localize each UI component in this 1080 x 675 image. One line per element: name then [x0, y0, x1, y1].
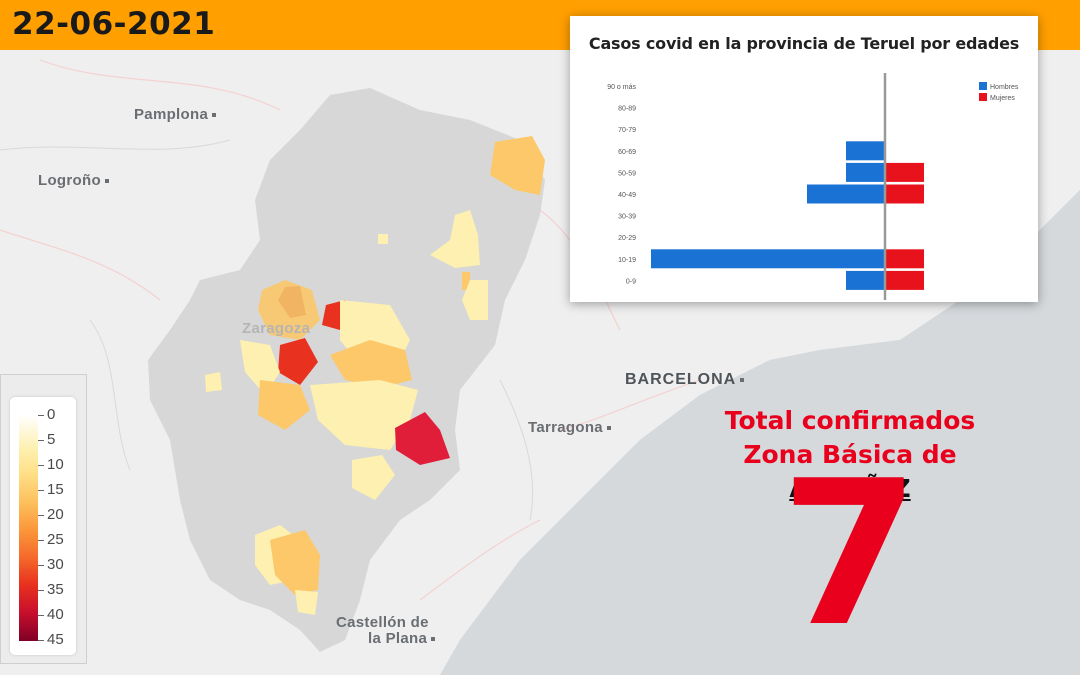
- chart-title: Casos covid en la provincia de Teruel po…: [588, 34, 1020, 53]
- zone-prefix: Zona Básica de: [743, 440, 957, 469]
- sea-area: [440, 190, 1080, 675]
- y-tick-label: 0-9: [626, 278, 636, 285]
- bar-mujeres: [885, 249, 924, 269]
- legend-label-mujeres: Mujeres: [990, 95, 1015, 102]
- legend-label: 20: [47, 506, 64, 523]
- bar-mujeres: [885, 162, 924, 182]
- legend-label: 45: [47, 631, 64, 648]
- zone-small-2[interactable]: [205, 372, 222, 392]
- city-label-pamplona: Pamplona: [134, 106, 217, 123]
- zone-west-2[interactable]: [258, 380, 310, 430]
- legend-label: 35: [47, 581, 64, 598]
- total-heading: Total confirmados Zona Básica de ALCAÑIZ: [690, 404, 1010, 506]
- legend-tick: [38, 465, 44, 466]
- city-label-castellon-2: la Plana: [368, 630, 436, 647]
- city-label-barcelona: BARCELONA: [625, 371, 745, 389]
- y-tick-label: 30-39: [618, 214, 636, 221]
- y-tick-label: 50-59: [618, 170, 636, 177]
- zone-south-1[interactable]: [352, 455, 395, 500]
- legend-label: 30: [47, 556, 64, 573]
- total-value: 7: [780, 438, 920, 671]
- bar-hombres: [846, 162, 885, 182]
- legend-tick: [38, 515, 44, 516]
- legend-label: 0: [47, 406, 56, 423]
- y-tick-label: 60-69: [618, 149, 636, 156]
- bar-hombres: [807, 184, 885, 204]
- date-label: 22-06-2021: [12, 6, 216, 42]
- y-tick-label: 10-19: [618, 257, 636, 264]
- zone-zgz-red1[interactable]: [322, 300, 345, 330]
- y-tick-label: 20-29: [618, 235, 636, 242]
- city-label-logrono: Logroño: [38, 172, 109, 189]
- legend-tick: [38, 440, 44, 441]
- legend-label: 10: [47, 456, 64, 473]
- zone-ne[interactable]: [490, 136, 545, 195]
- total-line1: Total confirmados: [724, 406, 976, 435]
- y-tick-label: 80-89: [618, 106, 636, 113]
- legend-tick: [38, 540, 44, 541]
- bar-hombres: [846, 141, 885, 161]
- y-tick-label: 70-79: [618, 127, 636, 134]
- legend-label: 15: [47, 481, 64, 498]
- legend-tick: [38, 490, 44, 491]
- legend-swatch-mujeres: [979, 93, 987, 101]
- y-tick-label: 90 o más: [607, 84, 636, 91]
- color-legend: 0 5 10 15 20 25 30 35 40 45: [0, 374, 87, 664]
- zone-central-2[interactable]: [330, 340, 412, 388]
- age-pyramid-chart: 90 o más 80-89 70-79 60-69 50-59 40-49 30-39 20…: [607, 73, 1019, 300]
- legend-color-scale: [19, 415, 38, 641]
- legend-tick: [38, 415, 44, 416]
- bar-mujeres: [885, 270, 924, 290]
- legend-card: 0 5 10 15 20 25 30 35 40 45: [10, 397, 76, 655]
- legend-tick: [38, 565, 44, 566]
- legend-label: 25: [47, 531, 64, 548]
- zone-zgz-red2[interactable]: [278, 338, 318, 385]
- bar-mujeres: [885, 184, 924, 204]
- zone-n1[interactable]: [430, 210, 480, 268]
- zone-zgz-ring[interactable]: [258, 280, 320, 340]
- zone-south-central[interactable]: [310, 380, 418, 450]
- legend-tick: [38, 590, 44, 591]
- zone-alcaniz[interactable]: [395, 412, 450, 465]
- zone-small-1[interactable]: [378, 234, 388, 244]
- bar-hombres: [846, 270, 885, 290]
- age-chart-panel: Casos covid en la provincia de Teruel po…: [570, 16, 1038, 302]
- bar-hombres: [651, 249, 885, 269]
- zone-n3[interactable]: [462, 280, 488, 320]
- legend-label: 40: [47, 606, 64, 623]
- zone-teruel-2[interactable]: [270, 530, 320, 595]
- total-line2: Zona Básica de ALCAÑIZ: [690, 438, 1010, 506]
- legend-swatch-hombres: [979, 82, 987, 90]
- legend-label-hombres: Hombres: [990, 84, 1019, 91]
- zone-teruel-3[interactable]: [295, 590, 318, 615]
- city-label-tarragona: Tarragona: [528, 419, 611, 436]
- city-label-castellon-1: Castellón de: [336, 614, 429, 631]
- y-tick-label: 40-49: [618, 192, 636, 199]
- city-label-zaragoza: Zaragoza: [242, 320, 311, 337]
- legend-tick: [38, 615, 44, 616]
- zone-name: ALCAÑIZ: [789, 474, 911, 503]
- legend-label: 5: [47, 431, 56, 448]
- legend-tick: [38, 640, 44, 641]
